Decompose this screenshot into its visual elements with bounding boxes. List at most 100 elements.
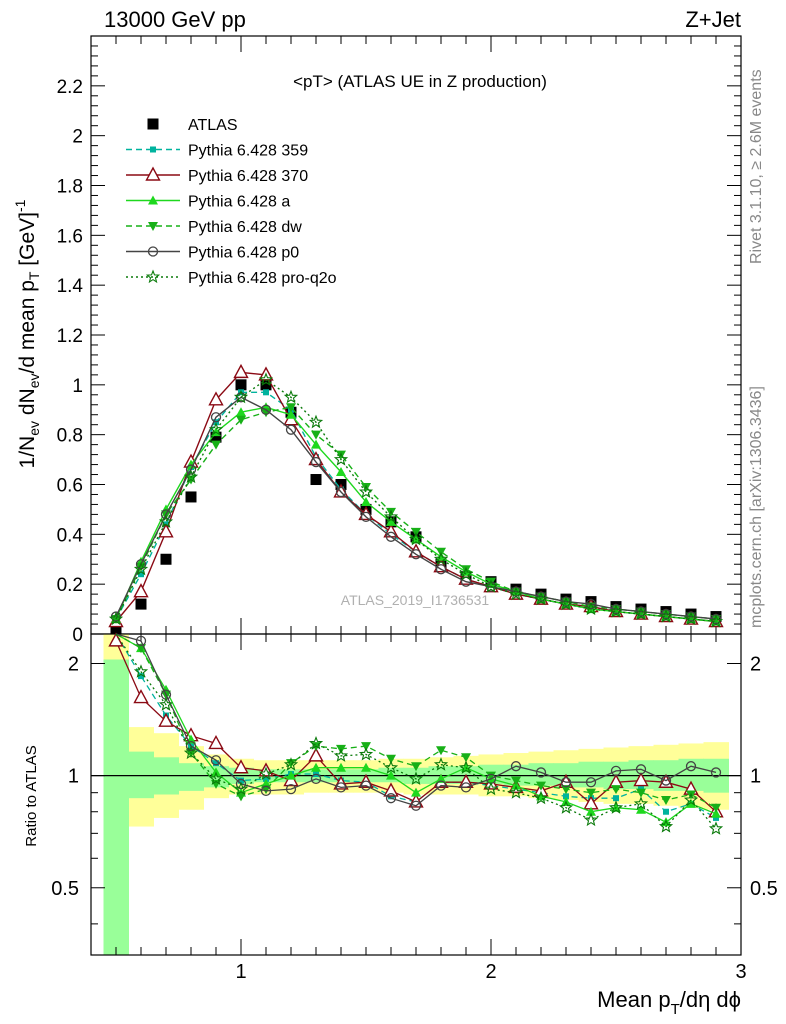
main-series-line	[115, 391, 717, 623]
legend-entry-pro-q2o: Pythia 6.428 pro-q2o	[126, 269, 337, 287]
legend-entry-370: Pythia 6.428 370	[126, 166, 308, 185]
ratio-data-point	[458, 760, 474, 774]
x-axis-label: Mean pT/dη dϕ	[597, 987, 741, 1018]
ratio-data-point	[508, 785, 524, 799]
ratio-data-point	[633, 772, 649, 787]
main-data-point	[236, 415, 246, 425]
main-data-point	[260, 379, 272, 391]
main-data-point	[133, 583, 149, 598]
main-data-point	[235, 379, 247, 391]
ratio-data-point	[183, 745, 199, 760]
main-data-point	[386, 516, 396, 526]
ratio-data-point	[308, 735, 324, 750]
ratio-data-point	[585, 777, 597, 788]
main-data-point	[335, 486, 347, 498]
ratio-data-point	[133, 689, 149, 704]
main-data-point	[458, 566, 474, 581]
main-data-point	[708, 613, 724, 628]
mcplots-label: mcplots.cern.ch [arXiv:1306.3436]	[748, 386, 765, 628]
legend-label: Pythia 6.428 pro-q2o	[188, 270, 337, 287]
main-data-point	[160, 509, 172, 520]
ratio-y-tick-label-right: 1	[750, 766, 761, 788]
main-series-dw	[111, 403, 721, 625]
main-y-tick-label: 0.6	[57, 476, 83, 497]
ratio-data-point	[361, 762, 371, 772]
legend-label: Pythia 6.428 359	[188, 143, 308, 160]
main-data-point	[558, 596, 574, 611]
main-data-point	[633, 606, 649, 621]
ratio-data-point	[685, 761, 697, 772]
ratio-band-inner	[103, 659, 129, 955]
main-series-p0	[110, 392, 722, 625]
ratio-y-axis-label: Ratio to ATLAS	[23, 745, 40, 846]
ratio-data-point	[236, 792, 246, 802]
ratio-data-point	[286, 759, 296, 769]
ratio-data-point	[663, 808, 669, 815]
ratio-data-point	[436, 746, 446, 756]
ratio-data-point	[435, 780, 447, 791]
main-data-point	[263, 389, 269, 396]
ratio-data-point	[238, 777, 244, 784]
ratio-data-point	[536, 781, 546, 791]
ratio-data-point	[683, 792, 699, 807]
ratio-data-point	[461, 753, 471, 763]
legend-entry-p0: Pythia 6.428 p0	[126, 245, 299, 262]
main-y-tick-label: 1	[72, 376, 83, 397]
ratio-data-point	[661, 796, 671, 806]
legend-entry-a: Pythia 6.428 a	[126, 194, 290, 211]
ratio-data-point	[333, 748, 349, 762]
main-data-point	[508, 586, 524, 601]
main-data-point	[333, 452, 349, 466]
ratio-y-tick-label-right: 2	[750, 653, 761, 675]
main-data-point	[311, 439, 321, 449]
main-y-tick-label: 0.2	[57, 575, 83, 596]
ratio-data-point	[286, 770, 296, 780]
main-data-point	[286, 409, 296, 419]
ratio-data-point	[135, 635, 147, 647]
main-data-point	[583, 601, 599, 616]
main-data-point	[210, 431, 222, 443]
analysis-watermark: ATLAS_2019_I1736531	[341, 592, 490, 608]
x-tick-label: 1	[235, 961, 246, 983]
main-data-point	[208, 391, 224, 406]
ratio-data-point	[586, 788, 596, 798]
main-data-point	[361, 496, 371, 506]
main-data-point	[185, 464, 197, 475]
chart-title: <pT> (ATLAS UE in Z production)	[293, 72, 547, 91]
main-series-line	[115, 371, 717, 623]
ratio-data-point	[235, 778, 247, 790]
main-data-point	[283, 389, 299, 404]
main-data-point	[158, 523, 174, 538]
ratio-band-inner	[578, 761, 604, 788]
main-data-point	[133, 561, 149, 576]
ratio-data-point	[285, 783, 297, 795]
main-data-point	[236, 407, 246, 417]
main-data-point	[385, 531, 397, 542]
ratio-data-point	[611, 785, 621, 795]
ratio-data-point	[336, 762, 346, 772]
main-data-point	[233, 389, 249, 404]
ratio-data-point	[560, 777, 572, 788]
ratio-data-point	[563, 793, 569, 800]
ratio-data-point	[311, 762, 321, 772]
main-data-point	[683, 611, 699, 626]
main-series-layer	[108, 363, 724, 635]
header-right: Z+Jet	[685, 7, 741, 32]
main-data-point	[658, 609, 674, 623]
ratio-y-tick-label-left: 2	[68, 653, 79, 675]
main-data-point	[336, 467, 346, 477]
ratio-data-point	[613, 795, 619, 802]
main-y-tick-label: 1.4	[57, 276, 84, 297]
ratio-data-point	[586, 806, 596, 816]
ratio-series-line	[115, 633, 717, 807]
legend-label: Pythia 6.428 370	[188, 168, 308, 185]
ratio-data-point	[385, 793, 397, 804]
ratio-data-point	[411, 762, 421, 772]
ratio-data-point	[361, 742, 371, 752]
ratio-band-inner	[178, 763, 204, 791]
main-data-point	[310, 456, 322, 468]
ratio-data-point	[208, 771, 224, 786]
ratio-data-point	[158, 712, 174, 727]
ratio-data-point	[436, 773, 446, 783]
ratio-data-point	[483, 781, 499, 796]
